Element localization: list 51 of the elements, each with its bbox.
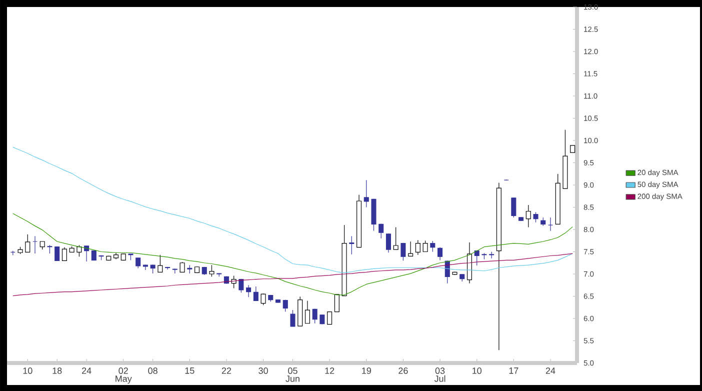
x-tick-label: 19 xyxy=(362,368,371,374)
candlestick xyxy=(54,246,60,261)
candlestick xyxy=(393,226,398,250)
x-tick-label: 10 xyxy=(23,368,32,374)
x-tick-label: 10 xyxy=(472,368,482,374)
candlestick xyxy=(408,241,414,256)
x-tick-label: 24 xyxy=(82,368,92,374)
candlestick xyxy=(282,300,288,312)
x-tick-label: 26 xyxy=(398,368,408,374)
candlestick xyxy=(180,262,185,273)
candlestick xyxy=(533,212,538,223)
candlestick xyxy=(378,223,384,239)
x-tick-label: 30 xyxy=(258,368,268,374)
x-tick-label: 03 Jul xyxy=(434,368,446,382)
candlestick xyxy=(415,240,420,256)
candlestick xyxy=(209,264,214,277)
candlestick xyxy=(62,246,67,261)
x-tick-label: 18 xyxy=(52,368,62,374)
candlestick xyxy=(489,251,494,259)
candlestick xyxy=(142,264,148,270)
x-tick-label: 05 Jun xyxy=(286,368,300,382)
candlestick xyxy=(312,308,318,324)
candlestick xyxy=(253,286,258,301)
x-tick-label: 12 xyxy=(325,368,334,374)
candlestick xyxy=(422,240,428,252)
candlestick xyxy=(136,257,141,269)
candlestick xyxy=(158,254,163,273)
candlestick xyxy=(246,284,252,298)
candlestick xyxy=(511,197,516,218)
candlestick xyxy=(334,294,340,312)
x-tick-label: 15 xyxy=(185,368,194,374)
candlestick xyxy=(25,234,30,252)
candlestick xyxy=(430,240,436,252)
candlestick xyxy=(386,233,391,253)
candlestick xyxy=(260,293,266,306)
candlestick xyxy=(76,244,82,257)
candlestick xyxy=(349,236,354,255)
x-tick-label: 17 xyxy=(509,368,518,374)
candlestick xyxy=(304,300,310,324)
candlestick xyxy=(474,250,480,266)
x-tick-label: 08 xyxy=(148,368,158,374)
candlestick xyxy=(327,311,332,325)
x-tick-label: 24 xyxy=(546,368,556,374)
candlestick xyxy=(400,242,406,261)
x-tick-label: 02 May xyxy=(116,368,132,384)
candlestick xyxy=(438,246,443,260)
x-tick-label: 22 xyxy=(222,368,232,374)
candlestick xyxy=(165,266,170,270)
candlestick xyxy=(364,180,369,208)
candlestick xyxy=(526,204,531,228)
candlestick xyxy=(290,310,296,327)
